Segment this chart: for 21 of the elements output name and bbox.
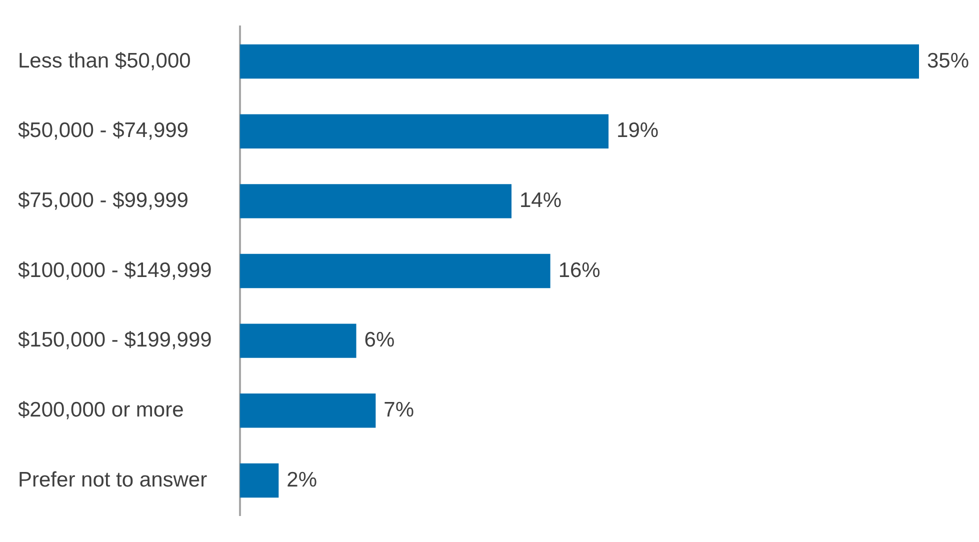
data-label: 16% bbox=[558, 258, 600, 282]
data-label: 35% bbox=[927, 49, 970, 72]
y-tick-label: $75,000 - $99,999 bbox=[18, 188, 188, 212]
y-tick-label: $50,000 - $74,999 bbox=[18, 119, 188, 142]
bar bbox=[240, 254, 550, 288]
y-tick-label: $150,000 - $199,999 bbox=[18, 328, 212, 352]
bar bbox=[240, 44, 919, 79]
bar bbox=[240, 463, 279, 498]
data-label: 7% bbox=[384, 398, 414, 422]
data-label: 19% bbox=[616, 119, 659, 142]
bar bbox=[240, 324, 356, 358]
data-label: 6% bbox=[364, 328, 395, 352]
y-tick-label: $200,000 or more bbox=[18, 398, 184, 422]
y-tick-label: Less than $50,000 bbox=[18, 49, 191, 72]
bar bbox=[240, 184, 512, 218]
bar bbox=[240, 114, 609, 148]
bar bbox=[240, 394, 376, 428]
data-label: 2% bbox=[286, 468, 318, 492]
data-label: 14% bbox=[520, 188, 562, 212]
y-tick-label: $100,000 - $149,999 bbox=[18, 258, 212, 282]
y-tick-label: Prefer not to answer bbox=[18, 468, 208, 492]
